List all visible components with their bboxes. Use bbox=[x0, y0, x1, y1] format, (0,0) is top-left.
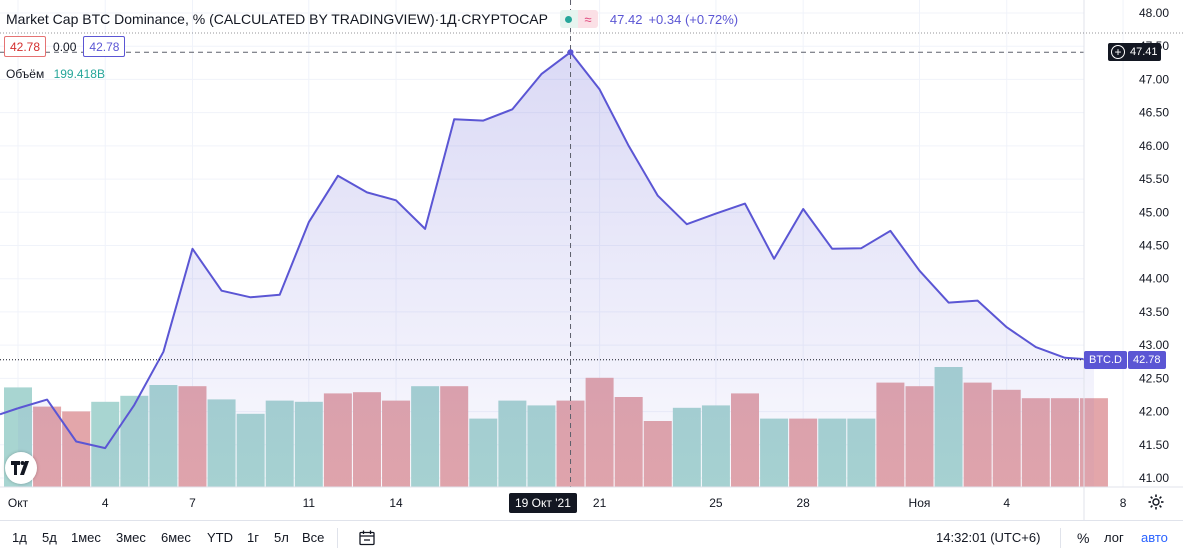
timeframe-3m[interactable]: 3мес bbox=[116, 530, 146, 545]
time-tick-label: 8 bbox=[1120, 496, 1127, 510]
exchange-label[interactable]: CRYPTOCAP bbox=[461, 11, 548, 27]
log-toggle[interactable]: лог bbox=[1104, 530, 1124, 545]
time-axis: Окт 4 7 11 14 21 25 28 Ноя 4 8 bbox=[0, 486, 1183, 510]
bottom-toolbar: 1д 5д 1мес 3мес 6мес YTD 1г 5л Все 14:32… bbox=[0, 520, 1183, 553]
timeframe-all[interactable]: Все bbox=[302, 530, 325, 545]
percent-toggle[interactable]: % bbox=[1077, 530, 1090, 546]
price-tick-label: 44.00 bbox=[1139, 272, 1169, 286]
time-tick-label: 14 bbox=[389, 496, 403, 510]
toolbar-divider bbox=[337, 528, 338, 548]
price-tick-label: 43.00 bbox=[1139, 338, 1169, 352]
time-tick-label: 25 bbox=[709, 496, 723, 510]
timeframe-ytd[interactable]: YTD bbox=[207, 530, 233, 545]
timeframe-5d[interactable]: 5д bbox=[42, 530, 57, 545]
market-status-icon[interactable] bbox=[559, 10, 578, 28]
price-line bbox=[17, 51, 1095, 450]
timeframe-1y[interactable]: 1г bbox=[247, 530, 259, 545]
time-tick-label: 11 bbox=[303, 496, 316, 510]
price-tick-label: 42.00 bbox=[1139, 405, 1169, 419]
volume-value: 199.418B bbox=[53, 67, 105, 81]
timeframe-5y[interactable]: 5л bbox=[274, 530, 289, 545]
price-axis: 41.00 41.50 42.00 42.50 43.00 43.50 44.00 44.50… bbox=[0, 0, 1183, 520]
price-tick-label: 44.50 bbox=[1139, 239, 1169, 253]
volume-legend: Объём 199.418B bbox=[6, 67, 105, 81]
crosshair-price-value: 47.41 bbox=[1130, 46, 1158, 58]
settings-gear-icon[interactable] bbox=[1146, 492, 1166, 512]
header-separator-2: · bbox=[456, 11, 462, 27]
time-tick-label: 7 bbox=[189, 496, 196, 510]
price-tick-label: 45.50 bbox=[1139, 172, 1169, 186]
price-tick-label: 48.00 bbox=[1139, 6, 1169, 20]
price-tick-label: 42.50 bbox=[1139, 371, 1169, 385]
date-range-icon[interactable] bbox=[356, 527, 378, 549]
price-change: +0.34 (+0.72%) bbox=[648, 11, 739, 27]
price-area-fill bbox=[18, 52, 1094, 487]
price-tick-label: 41.00 bbox=[1139, 471, 1169, 485]
crosshair-point bbox=[567, 49, 574, 56]
chart-header: Market Cap BTC Dominance, % (CALCULATED … bbox=[6, 9, 738, 29]
crosshair bbox=[0, 0, 1084, 487]
price-tick-label: 47.00 bbox=[1139, 72, 1169, 86]
price-line-lead bbox=[0, 407, 19, 416]
price-tick-label: 41.50 bbox=[1139, 438, 1169, 452]
plus-circle-icon[interactable]: + bbox=[1111, 45, 1125, 59]
time-tick-label: Ноя bbox=[909, 496, 931, 510]
tradingview-logo-icon[interactable] bbox=[5, 452, 37, 484]
last-value-tag: 42.78 bbox=[1128, 351, 1166, 369]
symbol-title[interactable]: Market Cap BTC Dominance, % (CALCULATED … bbox=[6, 11, 435, 27]
timeframe-6m[interactable]: 6мес bbox=[161, 530, 191, 545]
price-tick-label: 43.50 bbox=[1139, 305, 1169, 319]
time-tick-label: 4 bbox=[1003, 496, 1010, 510]
ohlc-values: 42.78 0.00 42.78 bbox=[4, 36, 126, 57]
open-value-box[interactable]: 42.78 bbox=[4, 36, 47, 57]
approx-data-icon[interactable]: ≈ bbox=[577, 10, 598, 28]
spread-value: 0.00 bbox=[53, 39, 77, 54]
price-tick-label: 46.50 bbox=[1139, 106, 1169, 120]
symbol-tag[interactable]: BTC.D bbox=[1084, 351, 1127, 369]
price-tick-label: 45.00 bbox=[1139, 205, 1169, 219]
timeframe-1m[interactable]: 1мес bbox=[71, 530, 101, 545]
time-tick-label: 21 bbox=[593, 496, 607, 510]
time-tick-label: 28 bbox=[796, 496, 810, 510]
toolbar-divider-2 bbox=[1060, 528, 1061, 548]
crosshair-price-tag: + 47.41 bbox=[1108, 43, 1161, 61]
time-tick-label: 4 bbox=[102, 496, 109, 510]
price-tick-label: 46.00 bbox=[1139, 139, 1169, 153]
price-area bbox=[18, 52, 1094, 487]
clock-time[interactable]: 14:32:01 (UTC+6) bbox=[936, 530, 1041, 545]
crosshair-date-tag: 19 Окт '21 bbox=[509, 493, 577, 513]
header-separator: · bbox=[434, 11, 440, 27]
volume-label: Объём bbox=[6, 67, 45, 81]
interval-label[interactable]: 1Д bbox=[439, 11, 457, 27]
timeframe-1d[interactable]: 1д bbox=[12, 530, 27, 545]
auto-toggle[interactable]: авто bbox=[1141, 530, 1168, 545]
close-value-box[interactable]: 42.78 bbox=[83, 36, 126, 57]
time-tick-label: Окт bbox=[8, 496, 29, 510]
last-price: 47.42 bbox=[609, 11, 643, 27]
